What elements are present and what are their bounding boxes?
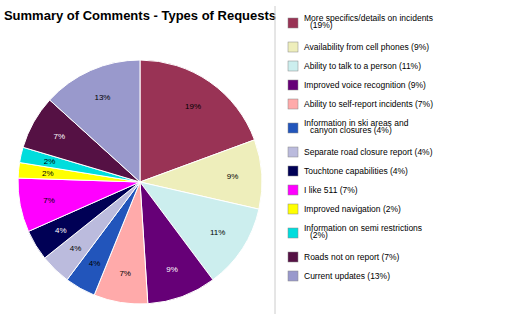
divider: [275, 6, 276, 314]
legend-label: Improved voice recognition (9%): [304, 80, 426, 90]
data-label: 4%: [89, 259, 101, 268]
legend-label-line: Ability to talk to a person (11%): [304, 61, 421, 71]
pie-slice: [140, 182, 213, 304]
legend-swatch: [288, 61, 298, 71]
data-label: 4%: [55, 226, 67, 235]
legend-swatch: [288, 123, 298, 133]
legend-label: Information on semi restrictions(2%): [304, 223, 422, 240]
legend-item: Roads not on report (7%): [288, 252, 400, 262]
legend-swatch: [288, 147, 298, 157]
legend-item: Availability from cell phones (9%): [288, 42, 429, 52]
data-label: 9%: [227, 172, 239, 181]
legend-label: Current updates (13%): [304, 271, 390, 281]
data-label: 19%: [185, 102, 201, 111]
legend-label-line: (2%): [310, 230, 328, 240]
legend-label: Availability from cell phones (9%): [304, 42, 429, 52]
legend-label-line: Ability to self-report incidents (7%): [304, 99, 433, 109]
legend-item: Touchtone capabilities (4%): [288, 166, 408, 176]
legend-label: Ability to talk to a person (11%): [304, 61, 421, 71]
data-label: 13%: [94, 93, 110, 102]
legend-label: Ability to self-report incidents (7%): [304, 99, 433, 109]
data-labels: 19%9%11%9%7%4%4%4%7%2%2%7%13%: [42, 93, 238, 278]
legend-label: I like 511 (7%): [304, 185, 358, 195]
legend-swatch: [288, 185, 298, 195]
legend-item: Ability to self-report incidents (7%): [288, 99, 433, 109]
legend-label: More specifics/details on incidents(19%): [304, 13, 433, 30]
legend-item: I like 511 (7%): [288, 185, 358, 195]
legend-item: Improved voice recognition (9%): [288, 80, 426, 90]
legend-item: Separate road closure report (4%): [288, 147, 433, 157]
legend-label: Separate road closure report (4%): [304, 147, 433, 157]
legend: More specifics/details on incidents(19%)…: [288, 13, 433, 281]
legend-item: Ability to talk to a person (11%): [288, 61, 421, 71]
data-label: 4%: [70, 244, 82, 253]
legend-item: Current updates (13%): [288, 271, 390, 281]
legend-label-line: canyon closures (4%): [310, 125, 392, 135]
data-label: 7%: [53, 132, 65, 141]
legend-swatch: [288, 252, 298, 262]
legend-label-line: Current updates (13%): [304, 271, 390, 281]
legend-swatch: [288, 271, 298, 281]
legend-item: Information in ski areas andcanyon closu…: [288, 118, 409, 135]
data-label: 9%: [166, 265, 178, 274]
title: Summary of Comments - Types of Requests: [4, 8, 276, 23]
legend-item: Improved navigation (2%): [288, 204, 401, 214]
pie: [18, 60, 262, 304]
legend-swatch: [288, 80, 298, 90]
legend-swatch: [288, 18, 298, 28]
legend-label-line: (19%): [310, 20, 333, 30]
legend-label-line: Improved voice recognition (9%): [304, 80, 426, 90]
pie-slice: [18, 178, 140, 231]
data-label: 11%: [210, 228, 225, 237]
legend-swatch: [288, 204, 298, 214]
legend-item: Information on semi restrictions(2%): [288, 223, 422, 240]
legend-label-line: Improved navigation (2%): [304, 204, 401, 214]
legend-swatch: [288, 166, 298, 176]
legend-swatch: [288, 42, 298, 52]
legend-item: More specifics/details on incidents(19%): [288, 13, 433, 30]
legend-swatch: [288, 99, 298, 109]
legend-label-line: Touchtone capabilities (4%): [304, 166, 408, 176]
legend-label-line: Availability from cell phones (9%): [304, 42, 429, 52]
data-label: 2%: [42, 169, 54, 178]
legend-swatch: [288, 228, 298, 238]
data-label: 7%: [119, 269, 131, 278]
data-label: 2%: [44, 157, 56, 166]
legend-label-line: Roads not on report (7%): [304, 252, 400, 262]
pie-slice: [50, 60, 140, 182]
legend-label: Touchtone capabilities (4%): [304, 166, 408, 176]
chart: Summary of Comments - Types of Requests 1…: [0, 0, 520, 320]
legend-label-line: I like 511 (7%): [304, 185, 358, 195]
legend-label: Information in ski areas andcanyon closu…: [304, 118, 409, 135]
legend-label: Improved navigation (2%): [304, 204, 401, 214]
legend-label: Roads not on report (7%): [304, 252, 400, 262]
data-label: 7%: [43, 196, 55, 205]
legend-label-line: Separate road closure report (4%): [304, 147, 433, 157]
